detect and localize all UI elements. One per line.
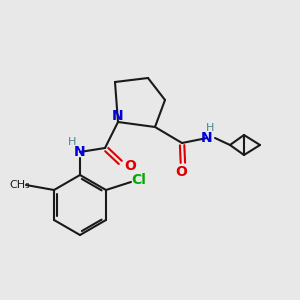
Text: CH₃: CH₃ [10,180,30,190]
Text: H: H [68,137,76,147]
Text: O: O [175,165,187,179]
Text: O: O [124,159,136,173]
Text: N: N [112,109,124,123]
Text: N: N [74,145,86,159]
Text: Cl: Cl [131,173,146,187]
Text: N: N [201,131,213,145]
Text: H: H [206,123,214,133]
